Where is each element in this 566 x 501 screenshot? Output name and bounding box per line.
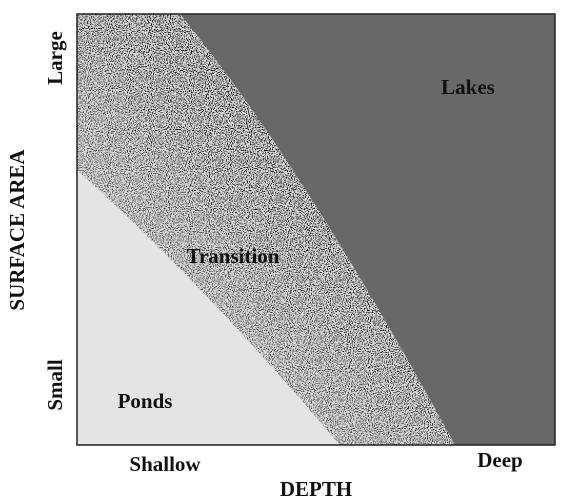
lake-zone bbox=[180, 14, 555, 445]
y-axis-title: SURFACE AREA bbox=[5, 149, 29, 311]
transition-stipple bbox=[77, 14, 455, 445]
x-high-label: Deep bbox=[477, 448, 523, 472]
region-label: Lakes bbox=[441, 75, 495, 99]
region-label: Ponds bbox=[118, 389, 173, 413]
x-axis-title: DEPTH bbox=[280, 477, 352, 501]
y-low-label: Small bbox=[43, 359, 67, 411]
region-label: Transition bbox=[187, 244, 280, 268]
x-low-label: Shallow bbox=[129, 452, 201, 476]
plot-border bbox=[76, 13, 556, 446]
y-high-label: Large bbox=[43, 31, 67, 85]
